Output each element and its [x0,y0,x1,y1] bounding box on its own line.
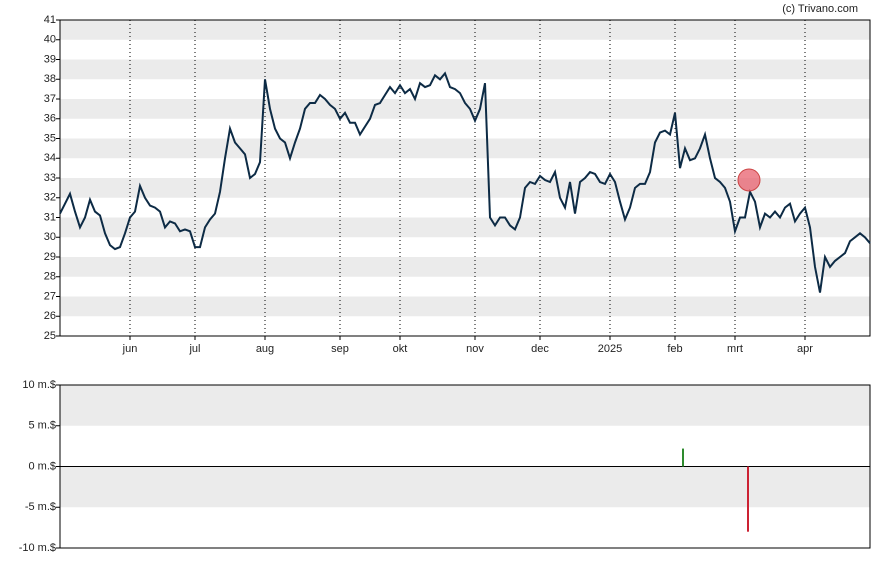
x-tick-label: jun [122,343,138,355]
y-tick-label: 27 [44,290,56,302]
y-tick-label: 36 [44,113,56,125]
y-tick-label: 37 [44,93,56,105]
x-tick-label: nov [466,343,484,355]
y-tick-label: 31 [44,211,56,223]
x-tick-label: mrt [727,343,743,355]
y-tick-label: 41 [44,14,56,26]
x-tick-label: sep [331,343,349,355]
grid-band [60,466,870,508]
x-tick-label: 2025 [598,343,622,355]
grid-band [60,20,870,40]
y-tick-label: 33 [44,172,56,184]
x-tick-label: jul [188,343,200,355]
y-tick-label: 5 m.$ [28,420,56,432]
grid-band [60,138,870,159]
grid-band [60,257,870,277]
event-marker [737,168,761,192]
y-tick-label: 10 m.$ [22,379,56,391]
x-tick-label: apr [797,343,813,355]
plot-frame [59,19,871,337]
y-tick-label: 32 [44,192,56,204]
grid-band [60,296,870,317]
y-tick-label: 25 [44,330,56,342]
grid-band [60,178,870,198]
x-tick-label: feb [667,343,682,355]
y-tick-label: 38 [44,73,56,85]
credit: (c) Trivano.com [782,3,858,15]
y-tick-label: 26 [44,310,56,322]
x-tick-label: okt [393,343,408,355]
y-tick-label: 30 [44,231,56,243]
grid-band [60,59,870,80]
y-tick-label: -10 m.$ [19,542,56,554]
y-tick-label: 29 [44,251,56,263]
price-line [59,71,871,293]
y-tick-label: 39 [44,53,56,65]
y-tick-label: 40 [44,34,56,46]
y-tick-label: -5 m.$ [25,501,56,513]
x-tick-label: aug [256,343,274,355]
x-tick-label: dec [531,343,549,355]
y-tick-label: 0 m.$ [28,460,56,472]
y-tick-label: 35 [44,132,56,144]
grid-band [60,217,870,238]
y-tick-label: 34 [44,152,56,164]
grid-band [60,385,870,426]
y-tick-label: 28 [44,271,56,283]
